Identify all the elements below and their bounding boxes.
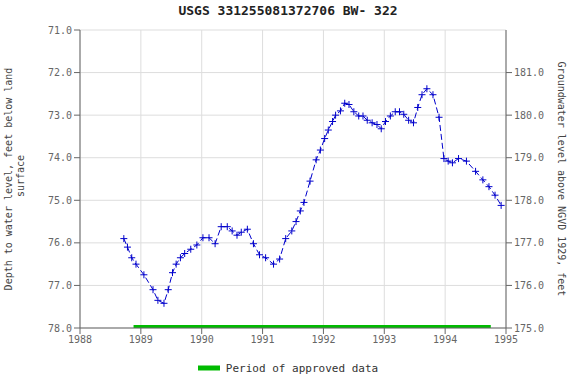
svg-text:74.0: 74.0 (48, 152, 72, 163)
svg-text:178.0: 178.0 (514, 195, 544, 206)
svg-text:72.0: 72.0 (48, 67, 72, 78)
svg-text:77.0: 77.0 (48, 280, 72, 291)
svg-text:1988: 1988 (68, 334, 92, 345)
svg-text:1994: 1994 (433, 334, 457, 345)
svg-text:75.0: 75.0 (48, 195, 72, 206)
svg-text:181.0: 181.0 (514, 67, 544, 78)
svg-text:71.0: 71.0 (48, 25, 72, 36)
svg-text:76.0: 76.0 (48, 237, 72, 248)
svg-text:179.0: 179.0 (514, 152, 544, 163)
svg-text:177.0: 177.0 (514, 237, 544, 248)
html-text:USGS 331255081372706 BW- 322: USGS 331255081372706 BW- 322 (178, 3, 398, 18)
svg-text:176.0: 176.0 (514, 280, 544, 291)
svg-text:1991: 1991 (251, 334, 275, 345)
svg-text:73.0: 73.0 (48, 110, 72, 121)
svg-text:78.0: 78.0 (48, 323, 72, 334)
svg-text:1995: 1995 (494, 334, 518, 345)
html-text:Period of approved data: Period of approved data (225, 361, 379, 375)
svg-text:175.0: 175.0 (514, 323, 544, 334)
svg-text:1989: 1989 (129, 334, 153, 345)
svg-text:1992: 1992 (311, 334, 335, 345)
svg-text:1990: 1990 (190, 334, 214, 345)
svg-text:Groundwater level above NGVD 1: Groundwater level above NGVD 1929, feet (556, 62, 567, 297)
svg-text:Depth to water level, feet bel: Depth to water level, feet below land su… (8, 68, 26, 291)
svg-text:1993: 1993 (372, 334, 396, 345)
svg-text:180.0: 180.0 (514, 110, 544, 121)
